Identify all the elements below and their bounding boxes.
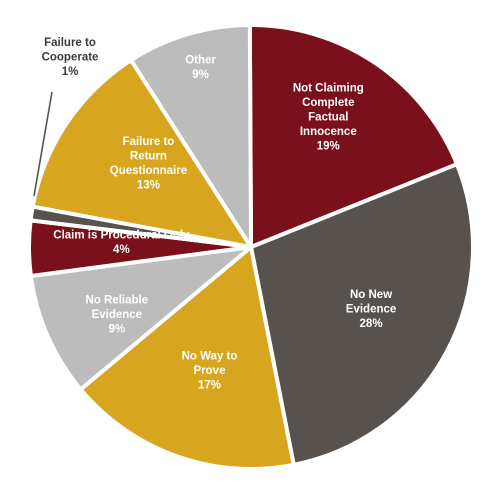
slice-name-line: No Way to xyxy=(182,351,238,363)
slice-name-line: Complete xyxy=(302,97,354,109)
slice-name-line: No Reliable xyxy=(86,294,149,306)
leader-line xyxy=(33,91,53,197)
slice-name-line: Prove xyxy=(194,365,226,377)
slice-name-line: No New xyxy=(350,289,392,301)
slice-name-line: Other xyxy=(185,54,216,66)
slice-value-label: 28% xyxy=(360,318,383,330)
slice-value-label: 1% xyxy=(62,66,79,78)
slice-label-failure-to-cooperate: Failure to Cooperate 1% xyxy=(42,37,99,78)
slice-name-line: Cooperate xyxy=(42,52,99,64)
slice-value-label: 19% xyxy=(317,140,340,152)
slice-value-label: 9% xyxy=(109,323,126,335)
slice-name-line: Failure to xyxy=(44,37,96,49)
slice-name-line: Evidence xyxy=(92,309,143,321)
pie-slice-failure-to-return-questionnaire xyxy=(30,58,253,249)
slice-value-label: 13% xyxy=(137,179,160,191)
slice-label-no-new-evidence: No New Evidence 28% xyxy=(346,289,397,330)
slice-name-line: Failure to xyxy=(123,136,175,148)
slice-label-no-way-to-prove: No Way to Prove 17% xyxy=(182,351,238,392)
slice-label-not-claiming-complete-factual-innocence: Not Claiming Complete Factual Innocence 19% xyxy=(293,82,364,152)
slice-name-line: Innocence xyxy=(300,126,357,138)
slice-name-line: Not Claiming xyxy=(293,82,364,94)
slice-label-failure-to-return-questionnaire: Failure to Return Questionnaire 13% xyxy=(110,136,187,192)
slice-label-other: Other 9% xyxy=(185,54,216,81)
pie-slices xyxy=(27,23,475,471)
slice-value-label: 9% xyxy=(192,69,209,81)
slice-name-line: Factual xyxy=(308,111,348,123)
pie-labels: Not Claiming Complete Factual Innocence 19%N… xyxy=(33,37,397,392)
slice-label-claim-is-procedural-only: Claim is Procedural Only 4% xyxy=(53,229,190,256)
pie-slice-no-new-evidence xyxy=(249,162,475,467)
pie-slice-other xyxy=(129,23,253,249)
pie-slice-no-way-to-prove xyxy=(78,245,296,471)
slice-value-label: 17% xyxy=(198,380,221,392)
slice-name-line: Claim is Procedural Only xyxy=(53,229,190,241)
slice-name-line: Evidence xyxy=(346,304,397,316)
slice-value-label: 4% xyxy=(113,244,130,256)
pie-slice-not-claiming-complete-factual-innocence xyxy=(247,23,459,249)
slice-name-line: Questionnaire xyxy=(110,165,187,177)
slice-name-line: Return xyxy=(130,150,167,162)
slice-label-no-reliable-evidence: No Reliable Evidence 9% xyxy=(86,294,149,335)
pie-slice-no-reliable-evidence xyxy=(28,245,253,392)
